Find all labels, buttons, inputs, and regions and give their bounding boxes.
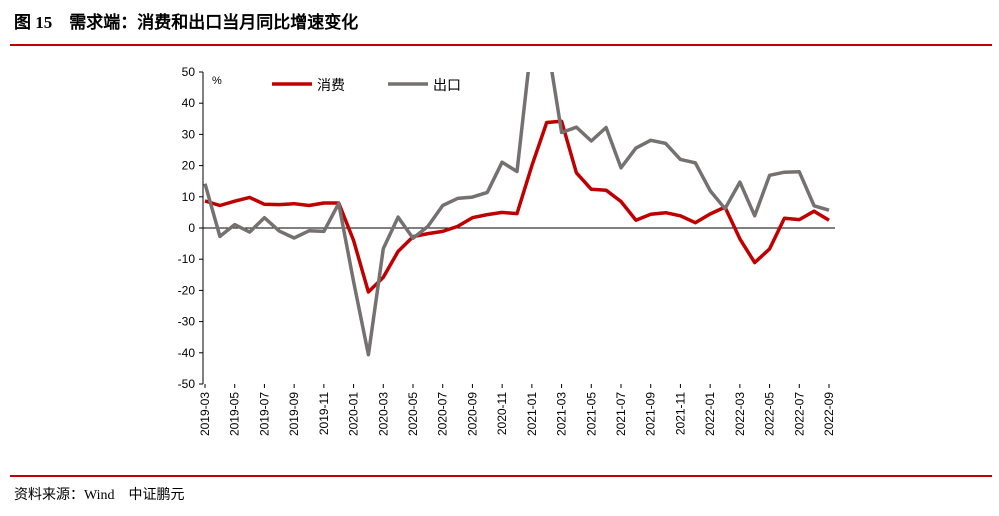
y-tick-label: 20 xyxy=(182,159,196,173)
x-tick-label: 2022-09 xyxy=(822,392,836,436)
source: 资料来源：Wind 中证鹏元 xyxy=(14,487,185,503)
y-tick-label: -40 xyxy=(178,346,196,360)
x-tick-label: 2021-07 xyxy=(614,392,628,436)
x-tick-label: 2021-03 xyxy=(555,392,569,436)
x-tick-label: 2019-07 xyxy=(257,392,271,436)
x-tick-label: 2020-07 xyxy=(436,392,450,436)
x-tick-label: 2020-03 xyxy=(376,392,390,436)
x-tick-label: 2021-01 xyxy=(525,392,539,436)
x-tick-label: 2021-05 xyxy=(584,392,598,436)
y-tick-label: -20 xyxy=(178,283,196,297)
x-tick-label: 2019-05 xyxy=(228,392,242,436)
figure-title: 图 15 需求端：消费和出口当月同比增速变化 xyxy=(14,12,358,32)
x-tick-label: 2022-07 xyxy=(792,392,806,436)
y-tick-label: 40 xyxy=(182,96,196,110)
x-tick-label: 2021-11 xyxy=(673,392,687,435)
series-line xyxy=(203,72,830,357)
series-line xyxy=(204,119,830,294)
y-tick-label: -50 xyxy=(178,377,196,391)
x-tick-label: 2020-11 xyxy=(495,392,509,435)
y-tick-label: 50 xyxy=(182,65,196,79)
y-tick-label: -10 xyxy=(178,252,196,266)
legend-label: 出口 xyxy=(433,77,461,93)
x-tick-label: 2019-09 xyxy=(287,392,301,436)
plot-area xyxy=(203,72,830,357)
x-tick-label: 2021-09 xyxy=(644,392,658,436)
x-tick-label: 2020-01 xyxy=(347,392,361,436)
y-tick-label: 30 xyxy=(182,127,196,141)
x-tick-label: 2020-05 xyxy=(406,392,420,436)
x-tick-label: 2022-03 xyxy=(733,392,747,436)
x-tick-label: 2022-05 xyxy=(763,392,777,436)
legend-label: 消费 xyxy=(317,77,345,93)
y-unit: % xyxy=(212,75,222,87)
x-tick-label: 2019-03 xyxy=(198,392,212,436)
y-tick-label: 0 xyxy=(188,221,195,235)
x-tick-label: 2020-09 xyxy=(465,392,479,436)
y-tick-label: 10 xyxy=(182,190,196,204)
x-tick-label: 2022-01 xyxy=(703,392,717,436)
x-tick-label: 2019-11 xyxy=(317,392,331,435)
y-tick-label: -30 xyxy=(178,315,196,329)
